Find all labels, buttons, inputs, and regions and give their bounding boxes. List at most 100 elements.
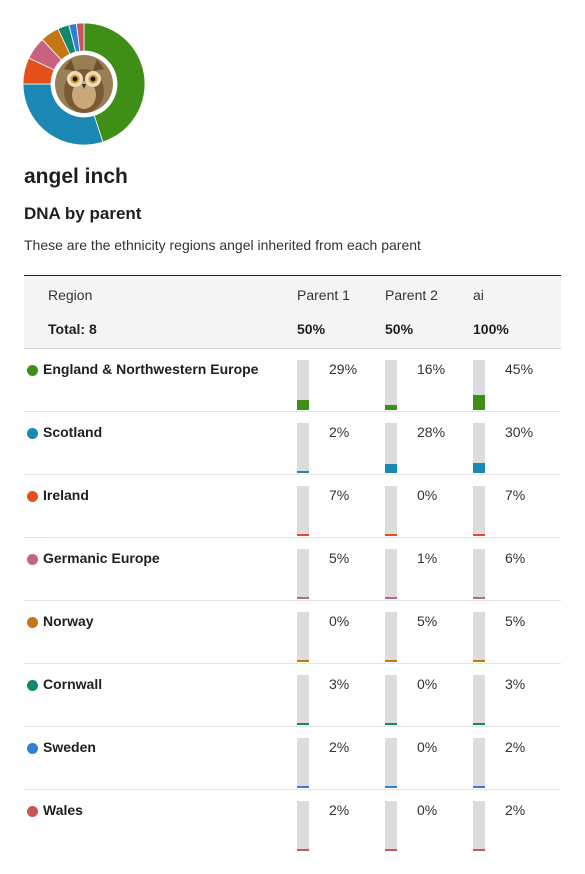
child-percent: 2%: [505, 739, 526, 755]
region-name: Sweden: [43, 739, 96, 755]
child-percent: 30%: [505, 424, 534, 440]
region-name: Ireland: [43, 487, 89, 503]
parent-1-percent: 2%: [329, 739, 350, 755]
child-bar-fill: [473, 463, 485, 473]
child-percent: 3%: [505, 676, 526, 692]
child-bar: [473, 549, 485, 599]
parent-1-bar: [297, 801, 309, 851]
parent-2-bar: [385, 738, 397, 788]
parent-2-bar-fill: [385, 464, 397, 473]
parent-2-bar: [385, 486, 397, 536]
parent-1-bar-fill: [297, 723, 309, 725]
parent-1-bar-fill: [297, 597, 309, 599]
donut-slice-1: [23, 83, 104, 145]
total-parent-1: 50%: [297, 321, 326, 337]
parent-2-percent: 0%: [417, 487, 438, 503]
child-bar-fill: [473, 395, 485, 410]
table-row[interactable]: Scotland 2% 28% 30%: [24, 411, 561, 475]
parent-1-bar-fill: [297, 471, 309, 473]
parent-1-percent: 0%: [329, 613, 350, 629]
region-color-dot: [27, 491, 38, 502]
parent-2-bar-fill: [385, 534, 397, 536]
child-bar-fill: [473, 849, 485, 851]
child-bar-fill: [473, 723, 485, 725]
parent-1-percent: 29%: [329, 361, 358, 377]
region-color-dot: [27, 806, 38, 817]
region-name: Scotland: [43, 424, 103, 440]
child-percent: 5%: [505, 613, 526, 629]
section-description: These are the ethnicity regions angel in…: [24, 237, 421, 253]
parent-2-bar: [385, 675, 397, 725]
region-name: Cornwall: [43, 676, 103, 692]
child-percent: 7%: [505, 487, 526, 503]
child-percent: 2%: [505, 802, 526, 818]
header-child: ai: [473, 287, 484, 303]
parent-1-percent: 3%: [329, 676, 350, 692]
child-bar-fill: [473, 597, 485, 599]
parent-2-percent: 0%: [417, 802, 438, 818]
child-bar: [473, 612, 485, 662]
parent-2-percent: 0%: [417, 676, 438, 692]
parent-1-percent: 2%: [329, 424, 350, 440]
parent-2-percent: 5%: [417, 613, 438, 629]
parent-1-bar: [297, 486, 309, 536]
table-row[interactable]: Norway 0% 5% 5%: [24, 600, 561, 664]
parent-1-bar-fill: [297, 534, 309, 536]
table-row[interactable]: Wales 2% 0% 2%: [24, 789, 561, 852]
parent-1-bar: [297, 360, 309, 410]
region-color-dot: [27, 680, 38, 691]
ethnicity-donut-chart: [23, 23, 145, 145]
table-row[interactable]: Cornwall 3% 0% 3%: [24, 663, 561, 727]
region-color-dot: [27, 617, 38, 628]
owl-avatar-icon: [55, 55, 113, 113]
section-title: DNA by parent: [24, 204, 142, 223]
child-bar: [473, 423, 485, 473]
parent-1-percent: 7%: [329, 487, 350, 503]
parent-1-percent: 2%: [329, 802, 350, 818]
child-percent: 6%: [505, 550, 526, 566]
parent-2-bar: [385, 801, 397, 851]
table-row[interactable]: England & Northwestern Europe 29% 16% 45%: [24, 348, 561, 412]
donut-slice-7: [75, 23, 85, 52]
table-row[interactable]: Germanic Europe 5% 1% 6%: [24, 537, 561, 601]
region-name: England & Northwestern Europe: [43, 361, 259, 377]
child-percent: 45%: [505, 361, 534, 377]
child-bar-fill: [473, 786, 485, 788]
child-bar: [473, 675, 485, 725]
parent-2-percent: 1%: [417, 550, 438, 566]
region-name: Wales: [43, 802, 83, 818]
parent-2-percent: 28%: [417, 424, 446, 440]
header-parent-1: Parent 1: [297, 287, 350, 303]
parent-2-percent: 0%: [417, 739, 438, 755]
parent-2-bar: [385, 549, 397, 599]
parent-2-bar-fill: [385, 597, 397, 599]
parent-2-bar: [385, 612, 397, 662]
region-color-dot: [27, 743, 38, 754]
region-name: Norway: [43, 613, 94, 629]
parent-2-bar: [385, 360, 397, 410]
child-bar-fill: [473, 534, 485, 536]
child-bar-fill: [473, 660, 485, 662]
parent-2-bar: [385, 423, 397, 473]
profile-name: angel inch: [24, 165, 128, 188]
region-name: Germanic Europe: [43, 550, 160, 566]
parent-1-bar: [297, 612, 309, 662]
parent-2-percent: 16%: [417, 361, 446, 377]
table-row[interactable]: Ireland 7% 0% 7%: [24, 474, 561, 538]
table-header: Region Parent 1 Parent 2 ai Total: 8 50%…: [24, 275, 561, 349]
parent-1-bar-fill: [297, 849, 309, 851]
table-row[interactable]: Sweden 2% 0% 2%: [24, 726, 561, 790]
parent-1-bar: [297, 738, 309, 788]
parent-1-bar-fill: [297, 660, 309, 662]
parent-1-percent: 5%: [329, 550, 350, 566]
total-count: Total: 8: [48, 321, 97, 337]
parent-1-bar-fill: [297, 400, 309, 410]
total-child: 100%: [473, 321, 509, 337]
child-bar: [473, 738, 485, 788]
parent-2-bar-fill: [385, 786, 397, 788]
donut-slice-0: [83, 23, 145, 143]
parent-2-bar-fill: [385, 660, 397, 662]
parent-2-bar-fill: [385, 849, 397, 851]
parent-2-bar-fill: [385, 723, 397, 725]
header-parent-2: Parent 2: [385, 287, 438, 303]
